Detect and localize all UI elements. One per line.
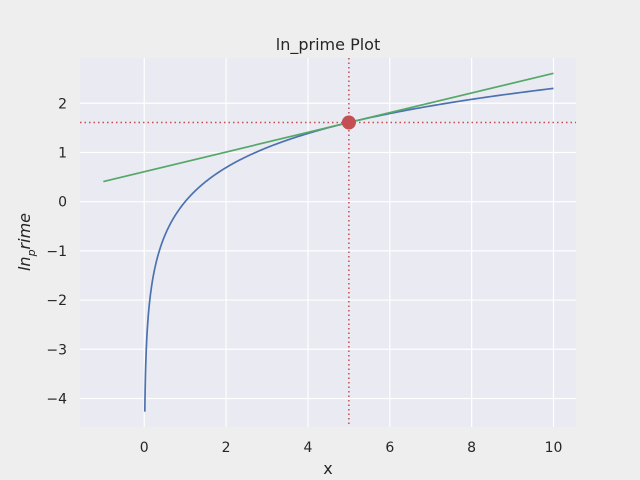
y-axis-label-suffix: rime bbox=[15, 213, 34, 250]
y-tick-label: 1 bbox=[58, 145, 67, 161]
y-tick-label: −3 bbox=[46, 342, 67, 358]
tangent-line bbox=[103, 72, 554, 183]
x-tick-label: 2 bbox=[222, 440, 231, 456]
y-tick-label: −1 bbox=[46, 244, 67, 260]
ln-curve bbox=[143, 87, 554, 412]
x-tick-label: 10 bbox=[545, 440, 563, 456]
x-axis-label: x bbox=[323, 459, 332, 478]
x-tick-label: 0 bbox=[140, 440, 149, 456]
series-layer bbox=[80, 58, 576, 427]
y-axis-label-subscript: p bbox=[25, 249, 38, 257]
y-tick-label: −2 bbox=[46, 293, 67, 309]
y-grid bbox=[80, 102, 576, 400]
y-tick-label: 0 bbox=[58, 195, 67, 211]
x-grid bbox=[143, 58, 555, 427]
tangent-point bbox=[341, 115, 356, 130]
y-tick-label: 2 bbox=[58, 96, 67, 112]
plot-area bbox=[80, 58, 576, 427]
x-tick-labels: 0 2 4 6 8 10 bbox=[140, 440, 563, 456]
y-tick-label: −4 bbox=[46, 391, 67, 407]
chart-title: ln_prime Plot bbox=[276, 35, 380, 55]
y-axis-label: lnprime bbox=[15, 213, 38, 271]
y-tick-labels: −4 −3 −2 −1 0 1 2 bbox=[46, 96, 67, 407]
x-tick-label: 6 bbox=[385, 440, 394, 456]
x-tick-label: 8 bbox=[467, 440, 476, 456]
y-axis-label-main: ln bbox=[15, 256, 34, 271]
x-tick-label: 4 bbox=[303, 440, 312, 456]
